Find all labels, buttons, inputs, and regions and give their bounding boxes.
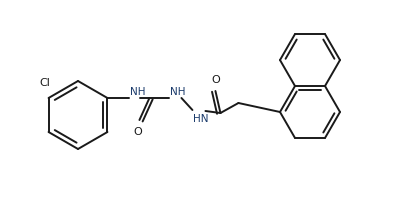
Text: HN: HN xyxy=(193,114,209,124)
Text: NH: NH xyxy=(170,87,186,97)
Text: O: O xyxy=(133,127,142,137)
Text: NH: NH xyxy=(131,87,146,97)
Text: O: O xyxy=(211,75,220,85)
Text: Cl: Cl xyxy=(39,78,50,88)
